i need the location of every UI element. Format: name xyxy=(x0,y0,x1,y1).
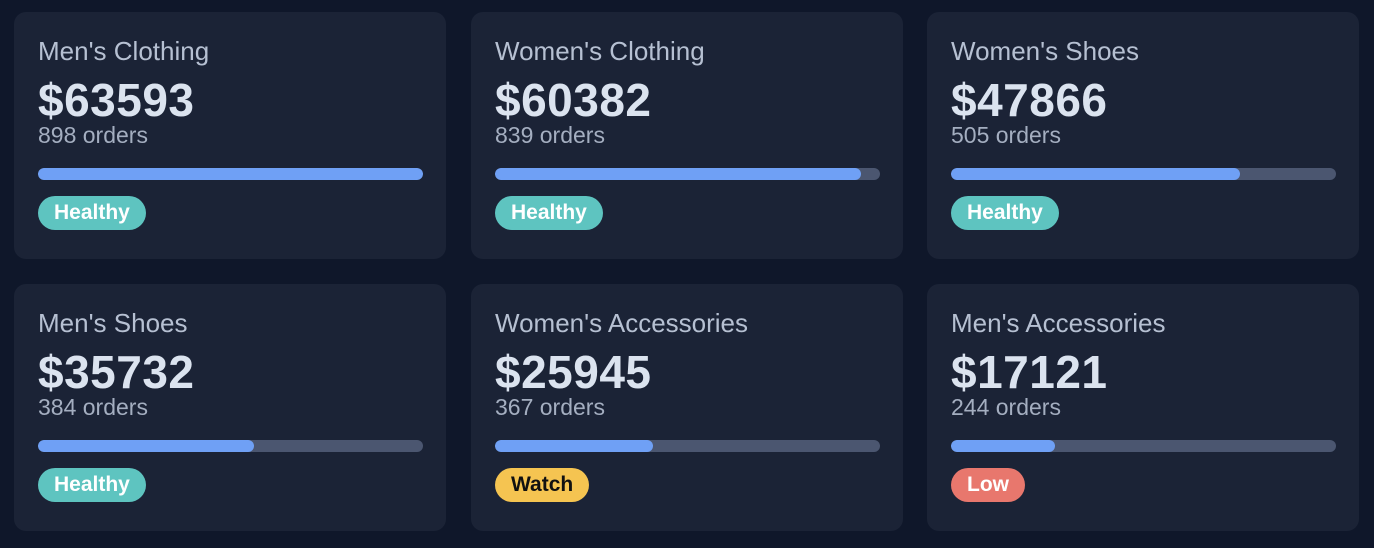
category-card-womens-shoes[interactable]: Women's Shoes $47866 505 orders Healthy xyxy=(927,12,1359,259)
category-card-mens-accessories[interactable]: Men's Accessories $17121 244 orders Low xyxy=(927,284,1359,531)
progress-bar xyxy=(38,440,423,452)
card-title: Men's Accessories xyxy=(951,308,1166,338)
progress-bar xyxy=(495,440,880,452)
progress-bar-fill xyxy=(951,440,1055,452)
status-badge: Healthy xyxy=(38,468,146,502)
progress-bar-fill xyxy=(495,168,861,180)
card-title: Women's Shoes xyxy=(951,36,1140,66)
status-badge: Low xyxy=(951,468,1025,502)
card-revenue: $47866 xyxy=(951,74,1108,126)
card-title: Women's Clothing xyxy=(495,36,705,66)
card-revenue: $17121 xyxy=(951,346,1108,398)
status-badge: Watch xyxy=(495,468,590,502)
status-badge: Healthy xyxy=(951,196,1059,230)
card-title: Men's Clothing xyxy=(38,36,210,66)
card-orders: 244 orders xyxy=(951,394,1061,420)
progress-bar xyxy=(951,168,1336,180)
progress-bar-fill xyxy=(495,440,653,452)
card-revenue: $63593 xyxy=(38,74,195,126)
card-orders: 839 orders xyxy=(495,122,605,148)
category-card-womens-accessories[interactable]: Women's Accessories $25945 367 orders Wa… xyxy=(471,284,903,531)
card-revenue: $60382 xyxy=(495,74,652,126)
progress-bar xyxy=(495,168,880,180)
progress-bar xyxy=(951,440,1336,452)
status-badge: Healthy xyxy=(38,196,146,230)
card-revenue: $25945 xyxy=(495,346,652,398)
category-card-womens-clothing[interactable]: Women's Clothing $60382 839 orders Healt… xyxy=(471,12,903,259)
card-title: Women's Accessories xyxy=(495,308,749,338)
card-orders: 384 orders xyxy=(38,394,148,420)
category-card-mens-shoes[interactable]: Men's Shoes $35732 384 orders Healthy xyxy=(14,284,446,531)
category-card-mens-clothing[interactable]: Men's Clothing $63593 898 orders Healthy xyxy=(14,12,446,259)
card-orders: 367 orders xyxy=(495,394,605,420)
progress-bar-fill xyxy=(951,168,1240,180)
progress-bar-fill xyxy=(38,440,254,452)
card-orders: 505 orders xyxy=(951,122,1061,148)
progress-bar-fill xyxy=(38,168,423,180)
card-revenue: $35732 xyxy=(38,346,195,398)
card-title: Men's Shoes xyxy=(38,308,188,338)
card-orders: 898 orders xyxy=(38,122,148,148)
status-badge: Healthy xyxy=(495,196,603,230)
progress-bar xyxy=(38,168,423,180)
